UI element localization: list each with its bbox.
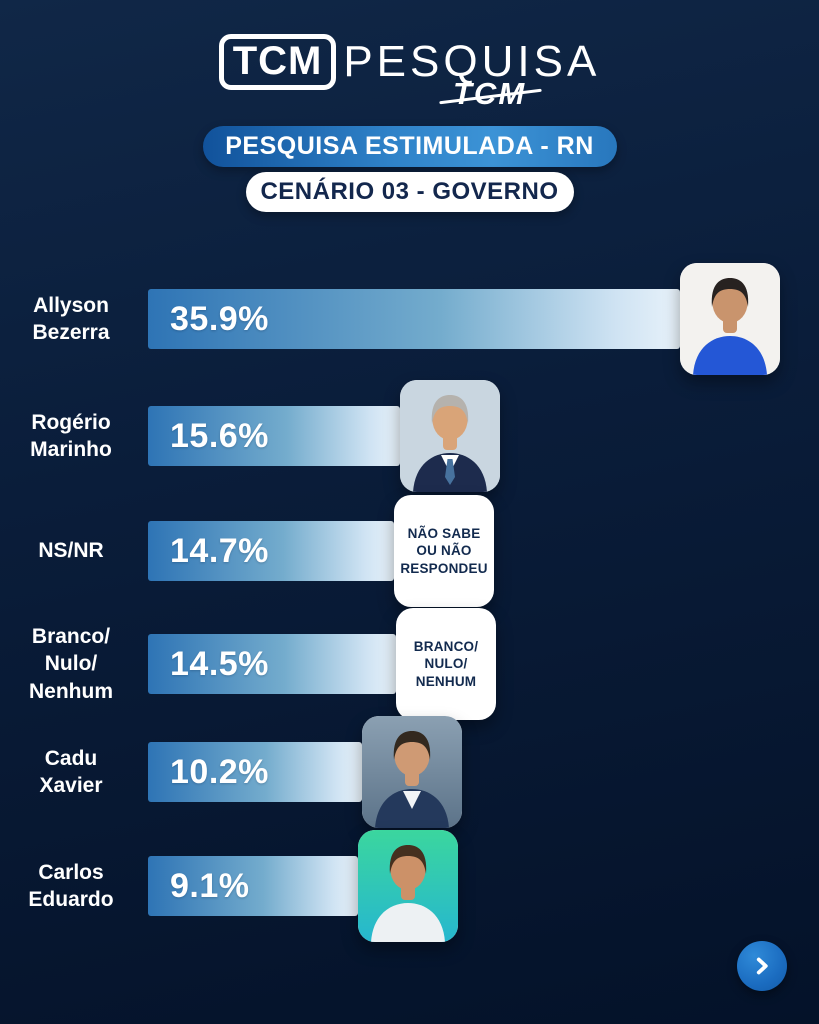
candidate-name: Cadu Xavier bbox=[39, 746, 103, 797]
candidate-name: Branco/ Nulo/ Nenhum bbox=[29, 625, 113, 703]
poll-row-ns-nr: NS/NR 14.7% NÃO SABE OU NÃO RESPONDEU bbox=[0, 495, 819, 607]
candidate-card bbox=[358, 830, 458, 942]
candidate-card bbox=[362, 716, 462, 828]
poll-bar: 15.6% bbox=[148, 406, 400, 466]
poll-bar: 14.7% bbox=[148, 521, 394, 581]
poll-value: 9.1% bbox=[170, 866, 250, 905]
candidate-card bbox=[400, 380, 500, 492]
poll-value: 10.2% bbox=[170, 752, 269, 791]
candidate-name: NS/NR bbox=[38, 539, 104, 563]
scenario-pill: CENÁRIO 03 - GOVERNO bbox=[245, 172, 574, 212]
tcm-logo-box: TCM bbox=[218, 34, 337, 90]
candidate-card bbox=[680, 263, 780, 375]
poll-value: 35.9% bbox=[170, 299, 269, 338]
rogerio-marinho-photo bbox=[400, 380, 500, 492]
poll-bar: 10.2% bbox=[148, 742, 362, 802]
poll-row-cadu-xavier: Cadu Xavier 10.2% bbox=[0, 716, 819, 828]
title-pill: PESQUISA ESTIMULADA - RN bbox=[202, 126, 617, 167]
carlos-eduardo-photo bbox=[358, 830, 458, 942]
card-text: BRANCO/ NULO/ NENHUM bbox=[413, 638, 479, 689]
poll-bar: 14.5% bbox=[148, 634, 396, 694]
cadu-xavier-photo bbox=[362, 716, 462, 828]
poll-row-branco-nulo-nenhum: Branco/ Nulo/ Nenhum 14.5% BRANCO/ NULO/… bbox=[0, 608, 819, 720]
poll-value: 14.5% bbox=[170, 644, 269, 683]
poll-bar: 9.1% bbox=[148, 856, 358, 916]
poll-row-carlos-eduardo: Carlos Eduardo 9.1% bbox=[0, 830, 819, 942]
next-slide-button[interactable] bbox=[737, 941, 787, 991]
tcm-sub-logo: TCM bbox=[453, 76, 527, 111]
poll-value: 15.6% bbox=[170, 416, 269, 455]
chevron-right-icon bbox=[756, 957, 768, 975]
poll-bar: 35.9% bbox=[148, 289, 680, 349]
candidate-name: Allyson Bezerra bbox=[32, 293, 110, 344]
poll-row-allyson-bezerra: Allyson Bezerra 35.9% bbox=[0, 263, 819, 375]
poll-row-rogerio-marinho: Rogério Marinho 15.6% bbox=[0, 380, 819, 492]
allyson-bezerra-photo bbox=[680, 263, 780, 375]
candidate-name: Carlos Eduardo bbox=[28, 860, 114, 911]
candidate-name: Rogério Marinho bbox=[30, 410, 112, 461]
branco-nulo-card: BRANCO/ NULO/ NENHUM bbox=[396, 608, 496, 720]
ns-nr-card: NÃO SABE OU NÃO RESPONDEU bbox=[394, 495, 494, 607]
tcm-pesquisa-logo: TCM PESQUISA TCM bbox=[0, 34, 819, 111]
poll-value: 14.7% bbox=[170, 531, 269, 570]
card-text: NÃO SABE OU NÃO RESPONDEU bbox=[400, 525, 488, 576]
